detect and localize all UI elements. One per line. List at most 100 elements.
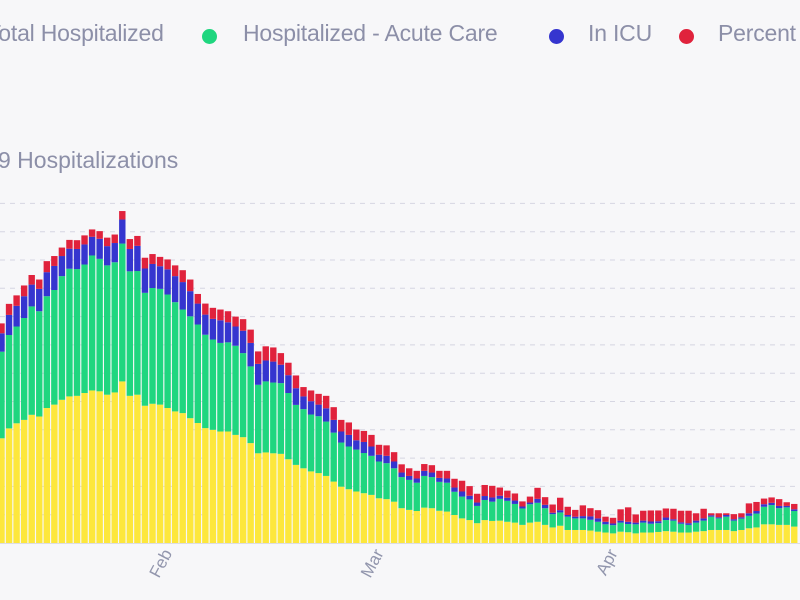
bar-segment-total-hospitalized[interactable] [549, 527, 556, 543]
bar-segment-total-hospitalized[interactable] [134, 394, 141, 543]
bar-stack[interactable] [255, 351, 262, 543]
bar-segment-in-icu[interactable] [300, 396, 307, 410]
bar-segment-in-icu[interactable] [224, 322, 232, 343]
bar-stack[interactable] [360, 430, 368, 543]
bar-segment-hospitalized-acute-care[interactable] [602, 524, 609, 533]
bar-segment-in-icu[interactable] [179, 282, 186, 310]
bar-segment-in-icu[interactable] [662, 517, 670, 521]
bar-segment-in-icu[interactable] [723, 514, 730, 517]
bar-stack[interactable] [624, 507, 632, 543]
bar-segment-in-icu[interactable] [647, 521, 654, 524]
bar-segment-in-icu[interactable] [753, 511, 760, 514]
bar-stack[interactable] [489, 485, 496, 543]
bar-segment-in-icu[interactable] [247, 342, 254, 367]
bar-segment-hospitalized-acute-care[interactable] [640, 522, 647, 533]
bar-segment-total-hospitalized[interactable] [609, 533, 617, 543]
bar-segment-percent[interactable] [338, 419, 345, 432]
bar-segment-total-hospitalized[interactable] [390, 501, 398, 543]
bar-segment-hospitalized-acute-care[interactable] [338, 442, 345, 487]
bar-segment-in-icu[interactable] [96, 238, 103, 259]
bar-segment-hospitalized-acute-care[interactable] [360, 453, 368, 494]
bar-segment-total-hospitalized[interactable] [209, 429, 217, 543]
bar-segment-percent[interactable] [443, 470, 451, 479]
bar-segment-percent[interactable] [88, 229, 96, 237]
bar-segment-hospitalized-acute-care[interactable] [541, 508, 549, 525]
bar-stack[interactable] [322, 395, 330, 543]
bar-segment-in-icu[interactable] [156, 266, 164, 289]
bar-stack[interactable] [428, 465, 436, 543]
legend-label-percent[interactable]: Percent [718, 20, 796, 46]
bar-segment-hospitalized-acute-care[interactable] [330, 432, 337, 482]
bar-segment-in-icu[interactable] [43, 272, 50, 297]
bar-segment-total-hospitalized[interactable] [255, 453, 262, 543]
bar-segment-total-hospitalized[interactable] [700, 531, 707, 543]
bar-segment-hospitalized-acute-care[interactable] [775, 508, 783, 525]
bar-stack[interactable] [187, 279, 194, 543]
bar-stack[interactable] [557, 497, 564, 543]
bar-segment-in-icu[interactable] [111, 243, 118, 263]
bar-segment-hospitalized-acute-care[interactable] [375, 461, 383, 499]
bar-segment-in-icu[interactable] [421, 470, 428, 476]
bar-segment-total-hospitalized[interactable] [745, 528, 753, 543]
bar-segment-total-hospitalized[interactable] [247, 443, 254, 543]
bar-segment-hospitalized-acute-care[interactable] [783, 507, 790, 525]
bar-segment-total-hospitalized[interactable] [338, 486, 345, 543]
bar-segment-hospitalized-acute-care[interactable] [300, 409, 307, 469]
bar-stack[interactable] [413, 470, 420, 543]
bar-segment-hospitalized-acute-care[interactable] [81, 264, 88, 394]
bar-stack[interactable] [753, 501, 760, 543]
bar-segment-percent[interactable] [791, 503, 798, 510]
bar-stack[interactable] [262, 346, 269, 543]
bar-segment-hospitalized-acute-care[interactable] [43, 296, 50, 409]
bar-stack[interactable] [421, 464, 428, 543]
bar-stack[interactable] [609, 517, 617, 543]
bar-segment-in-icu[interactable] [88, 236, 96, 256]
bar-segment-total-hospitalized[interactable] [0, 438, 5, 543]
bar-stack[interactable] [602, 516, 609, 543]
bar-stack[interactable] [481, 484, 488, 543]
bar-stack[interactable] [541, 497, 549, 543]
bar-segment-total-hospitalized[interactable] [753, 527, 760, 543]
bar-stack[interactable] [28, 274, 35, 543]
bar-segment-total-hospitalized[interactable] [557, 525, 564, 543]
bar-stack[interactable] [383, 445, 390, 543]
bar-segment-in-icu[interactable] [232, 326, 239, 346]
bar-segment-percent[interactable] [700, 508, 707, 519]
bar-segment-total-hospitalized[interactable] [383, 499, 390, 543]
bar-segment-total-hospitalized[interactable] [239, 437, 247, 543]
bar-segment-hospitalized-acute-care[interactable] [209, 339, 217, 430]
bar-segment-percent[interactable] [519, 501, 526, 507]
bar-segment-total-hospitalized[interactable] [194, 423, 201, 543]
bar-stack[interactable] [783, 502, 790, 543]
bar-segment-in-icu[interactable] [330, 419, 337, 433]
bar-segment-percent[interactable] [647, 510, 654, 522]
bar-segment-percent[interactable] [451, 478, 458, 488]
bar-segment-total-hospitalized[interactable] [783, 524, 790, 543]
bar-segment-percent[interactable] [670, 508, 677, 520]
bar-segment-in-icu[interactable] [617, 520, 624, 523]
bar-stack[interactable] [708, 513, 715, 543]
bar-stack[interactable] [58, 247, 66, 543]
bar-segment-in-icu[interactable] [526, 502, 534, 505]
bar-segment-total-hospitalized[interactable] [28, 414, 35, 543]
bar-segment-total-hospitalized[interactable] [715, 529, 722, 543]
bar-segment-total-hospitalized[interactable] [51, 404, 58, 543]
bar-segment-in-icu[interactable] [496, 495, 503, 499]
bar-stack[interactable] [549, 504, 556, 543]
bar-segment-total-hospitalized[interactable] [5, 428, 13, 543]
bar-segment-total-hospitalized[interactable] [315, 473, 322, 543]
bar-stack[interactable] [511, 493, 519, 543]
bar-segment-percent[interactable] [557, 497, 564, 511]
bar-segment-hospitalized-acute-care[interactable] [5, 334, 13, 429]
bar-segment-total-hospitalized[interactable] [594, 531, 602, 543]
bar-segment-percent[interactable] [473, 493, 481, 503]
bar-segment-percent[interactable] [677, 510, 685, 523]
legend-label-acute-care[interactable]: Hospitalized - Acute Care [243, 20, 498, 46]
bar-segment-percent[interactable] [526, 496, 534, 503]
bar-segment-in-icu[interactable] [126, 248, 134, 272]
bar-segment-percent[interactable] [730, 514, 738, 520]
bar-segment-in-icu[interactable] [602, 521, 609, 525]
bar-segment-percent[interactable] [126, 239, 134, 249]
bar-segment-in-icu[interactable] [262, 360, 269, 382]
bar-segment-in-icu[interactable] [255, 363, 262, 385]
